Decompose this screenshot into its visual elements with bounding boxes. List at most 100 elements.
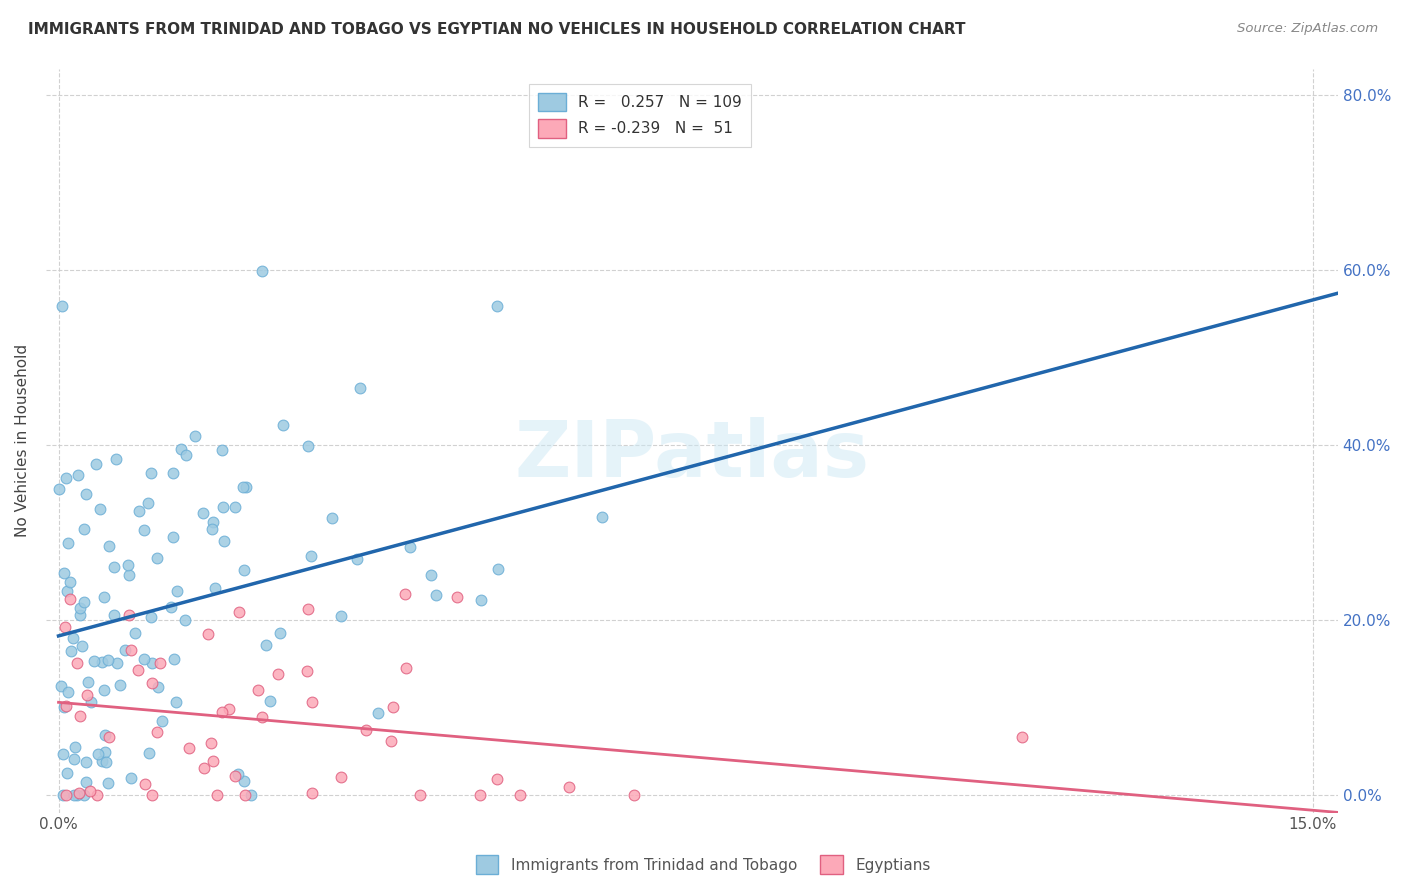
Point (233, 788, 256, 802)
Point (73, 788, 96, 802)
Point (224, 769, 246, 783)
Point (299, 549, 322, 563)
Point (297, 439, 319, 453)
Point (48, 482, 70, 496)
Point (170, 442, 193, 456)
Point (97, 775, 120, 789)
Point (201, 523, 224, 537)
Point (90, 754, 112, 768)
Point (120, 643, 142, 657)
Point (69, 607, 91, 622)
Point (211, 706, 233, 720)
Point (162, 466, 184, 480)
Point (146, 725, 169, 739)
Y-axis label: No Vehicles in Household: No Vehicles in Household (15, 344, 30, 537)
Point (63, 740, 86, 755)
Point (70, 640, 93, 654)
Point (55, 788, 77, 802)
Point (75, 487, 97, 501)
Point (1011, 730, 1033, 744)
Point (201, 515, 224, 529)
Legend: R =   0.257   N = 109, R = -0.239   N =  51: R = 0.257 N = 109, R = -0.239 N = 51 (529, 84, 751, 147)
Point (446, 591, 468, 605)
Point (103, 607, 125, 622)
Point (184, 429, 207, 443)
Point (160, 600, 183, 615)
Point (200, 736, 222, 750)
Point (486, 772, 509, 787)
Point (63, 752, 86, 766)
Point (79, 783, 101, 797)
Point (94, 745, 117, 759)
Point (59, 575, 82, 590)
Point (269, 626, 291, 640)
Point (75, 774, 97, 789)
Legend: Immigrants from Trinidad and Tobago, Egyptians: Immigrants from Trinidad and Tobago, Egy… (470, 849, 936, 880)
Point (409, 788, 432, 802)
Point (165, 695, 187, 709)
Point (232, 563, 254, 577)
Point (89, 502, 111, 516)
Point (60, 644, 83, 658)
Point (120, 771, 142, 785)
Point (55, 698, 77, 713)
Point (105, 656, 128, 670)
Point (394, 587, 416, 601)
Text: ZIPatlas: ZIPatlas (515, 417, 869, 493)
Point (63, 788, 86, 802)
Point (97, 539, 120, 553)
Point (211, 443, 233, 458)
Point (201, 754, 224, 768)
Point (240, 788, 263, 802)
Point (51, 788, 73, 802)
Point (141, 788, 163, 802)
Point (301, 695, 323, 709)
Point (117, 558, 139, 572)
Point (321, 511, 343, 525)
Point (271, 418, 294, 433)
Point (224, 500, 246, 514)
Point (86, 788, 108, 802)
Point (399, 541, 422, 555)
Point (226, 767, 249, 781)
Point (93, 683, 115, 698)
Point (114, 642, 136, 657)
Point (62, 631, 84, 645)
Point (97, 652, 120, 666)
Point (486, 562, 509, 576)
Point (83, 653, 105, 667)
Point (49, 679, 72, 693)
Point (87, 747, 110, 762)
Point (139, 609, 162, 624)
Point (382, 700, 405, 714)
Point (329, 608, 352, 623)
Text: IMMIGRANTS FROM TRINIDAD AND TOBAGO VS EGYPTIAN NO VEHICLES IN HOUSEHOLD CORRELA: IMMIGRANTS FROM TRINIDAD AND TOBAGO VS E… (28, 22, 966, 37)
Point (250, 264, 273, 278)
Point (204, 582, 226, 596)
Point (141, 466, 163, 480)
Point (55, 765, 77, 780)
Point (485, 299, 508, 313)
Point (145, 550, 167, 565)
Point (235, 480, 257, 494)
Point (367, 706, 389, 721)
Point (118, 607, 141, 622)
Point (205, 788, 228, 802)
Point (118, 568, 141, 582)
Point (56, 536, 79, 550)
Point (193, 761, 215, 775)
Point (66, 788, 89, 802)
Point (267, 666, 290, 681)
Point (73, 522, 96, 536)
Point (174, 613, 197, 627)
Text: Source: ZipAtlas.com: Source: ZipAtlas.com (1237, 22, 1378, 36)
Point (162, 530, 184, 544)
Point (76, 688, 98, 702)
Point (425, 588, 447, 602)
Point (191, 506, 214, 520)
Point (141, 676, 163, 690)
Point (297, 602, 319, 616)
Point (228, 605, 250, 619)
Point (141, 656, 163, 670)
Point (73, 595, 96, 609)
